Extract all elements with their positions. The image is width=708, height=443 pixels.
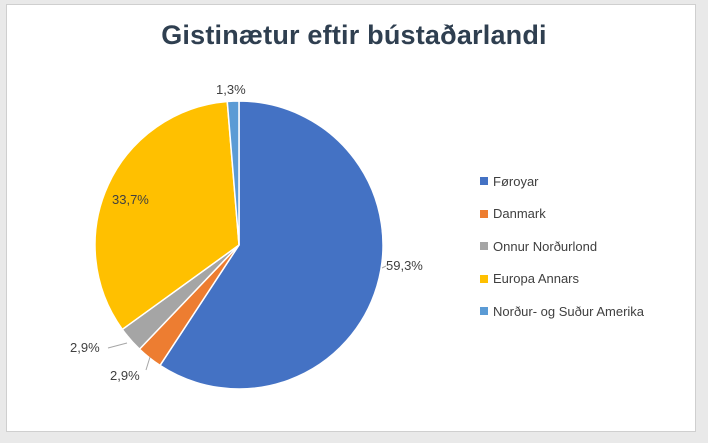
legend-swatch xyxy=(480,209,488,218)
legend-item: Danmark xyxy=(480,206,644,222)
pie-data-label-2: 2,9% xyxy=(70,340,100,355)
pie-slice-3 xyxy=(94,100,240,331)
legend-swatch xyxy=(480,242,488,250)
pie-slice-0 xyxy=(158,100,384,390)
legend-item: Onnur Norðurlond xyxy=(480,238,644,254)
chart-title: Gistinætur eftir bústaðarlandi xyxy=(161,20,547,50)
legend-swatch xyxy=(480,177,488,185)
legend-swatch xyxy=(480,307,488,315)
legend-label: Onnur Norðurlond xyxy=(493,238,598,254)
pie-slice-4 xyxy=(226,100,240,246)
legend-item: Føroyar xyxy=(480,173,644,189)
pie-data-label-0: 59,3% xyxy=(386,258,423,273)
legend-item: Europa Annars xyxy=(480,271,644,287)
chart-legend: Føroyar Danmark Onnur Norðurlond Europa Ann… xyxy=(480,173,644,336)
leader-line-0 xyxy=(381,265,387,269)
pie-data-label-3: 33,7% xyxy=(112,192,149,207)
legend-label: Europa Annars xyxy=(493,271,580,286)
pie-data-label-1: 2,9% xyxy=(110,368,140,383)
legend-swatch xyxy=(480,274,488,283)
legend-label: Føroyar xyxy=(493,173,539,189)
legend-label: Danmark xyxy=(493,206,546,221)
legend-label: Norður- og Suður Amerika xyxy=(493,303,645,319)
leader-line-2 xyxy=(107,342,128,349)
leader-line-1 xyxy=(145,356,151,371)
pie-data-label-4: 1,3% xyxy=(216,82,246,97)
legend-item: Norður- og Suður Amerika xyxy=(480,303,644,319)
